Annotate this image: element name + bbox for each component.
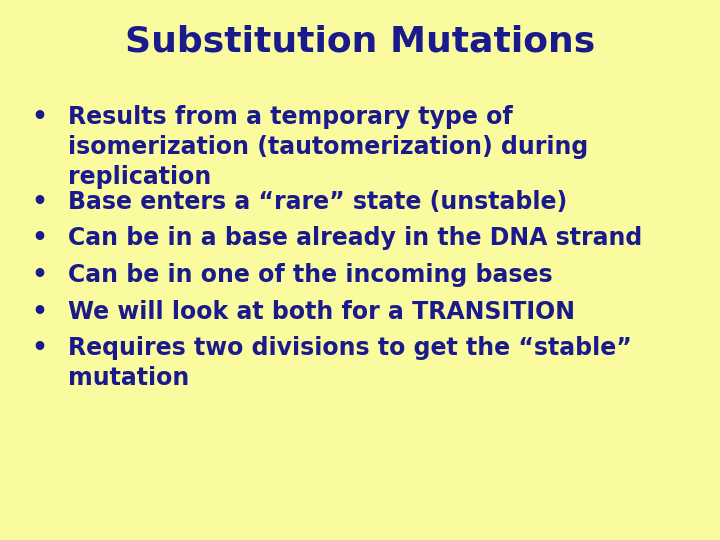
Text: •: • bbox=[32, 105, 48, 129]
Text: •: • bbox=[32, 190, 48, 213]
Text: Substitution Mutations: Substitution Mutations bbox=[125, 24, 595, 58]
Text: Can be in one of the incoming bases: Can be in one of the incoming bases bbox=[68, 263, 553, 287]
Text: •: • bbox=[32, 263, 48, 287]
Text: We will look at both for a TRANSITION: We will look at both for a TRANSITION bbox=[68, 300, 575, 323]
Text: Base enters a “rare” state (unstable): Base enters a “rare” state (unstable) bbox=[68, 190, 567, 213]
Text: Results from a temporary type of
isomerization (tautomerization) during
replicat: Results from a temporary type of isomeri… bbox=[68, 105, 589, 188]
Text: Can be in a base already in the DNA strand: Can be in a base already in the DNA stra… bbox=[68, 226, 643, 250]
Text: •: • bbox=[32, 336, 48, 360]
Text: •: • bbox=[32, 226, 48, 250]
Text: •: • bbox=[32, 300, 48, 323]
Text: Requires two divisions to get the “stable”
mutation: Requires two divisions to get the “stabl… bbox=[68, 336, 632, 390]
